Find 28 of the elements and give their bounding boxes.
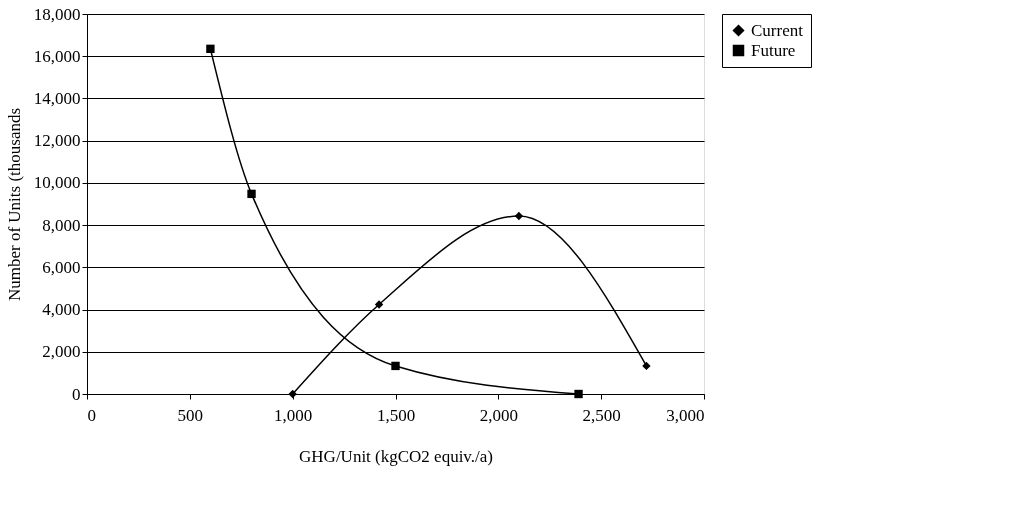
x-tick-label: 500 [177, 405, 204, 425]
y-axis-title: Number of Units (thousands [4, 107, 24, 302]
x-tick-label: 1,000 [274, 405, 313, 425]
x-tick-label: 0 [87, 405, 96, 425]
y-tick-label: 12,000 [33, 131, 81, 151]
x-axis-title: GHG/Unit (kgCO2 equiv./a) [299, 446, 493, 466]
y-tick-label: 4,000 [42, 300, 81, 320]
point [247, 189, 256, 199]
point [374, 300, 384, 309]
y-tick-label: 10,000 [33, 173, 81, 193]
x-tick-label: 1,500 [376, 405, 416, 425]
y-tick-label: 2,000 [42, 342, 81, 362]
x-tick-label: 2,500 [582, 405, 621, 425]
point [514, 211, 524, 221]
y-tick-label: 16,000 [33, 46, 81, 66]
legend-label: Future [751, 40, 796, 60]
x-tick-label: 3,000 [666, 405, 705, 425]
y-tick-label: 8,000 [42, 215, 81, 235]
y-tick-label: 6,000 [42, 257, 81, 277]
point [206, 44, 215, 54]
point [574, 389, 583, 399]
legend-label: Current [751, 20, 804, 40]
x-tick-label: 2,000 [479, 405, 518, 425]
point [391, 361, 400, 371]
y-tick-label: 0 [72, 384, 81, 404]
y-tick-label: 14,000 [33, 88, 81, 108]
y-tick-label: 18,000 [33, 4, 81, 24]
point [642, 361, 651, 371]
